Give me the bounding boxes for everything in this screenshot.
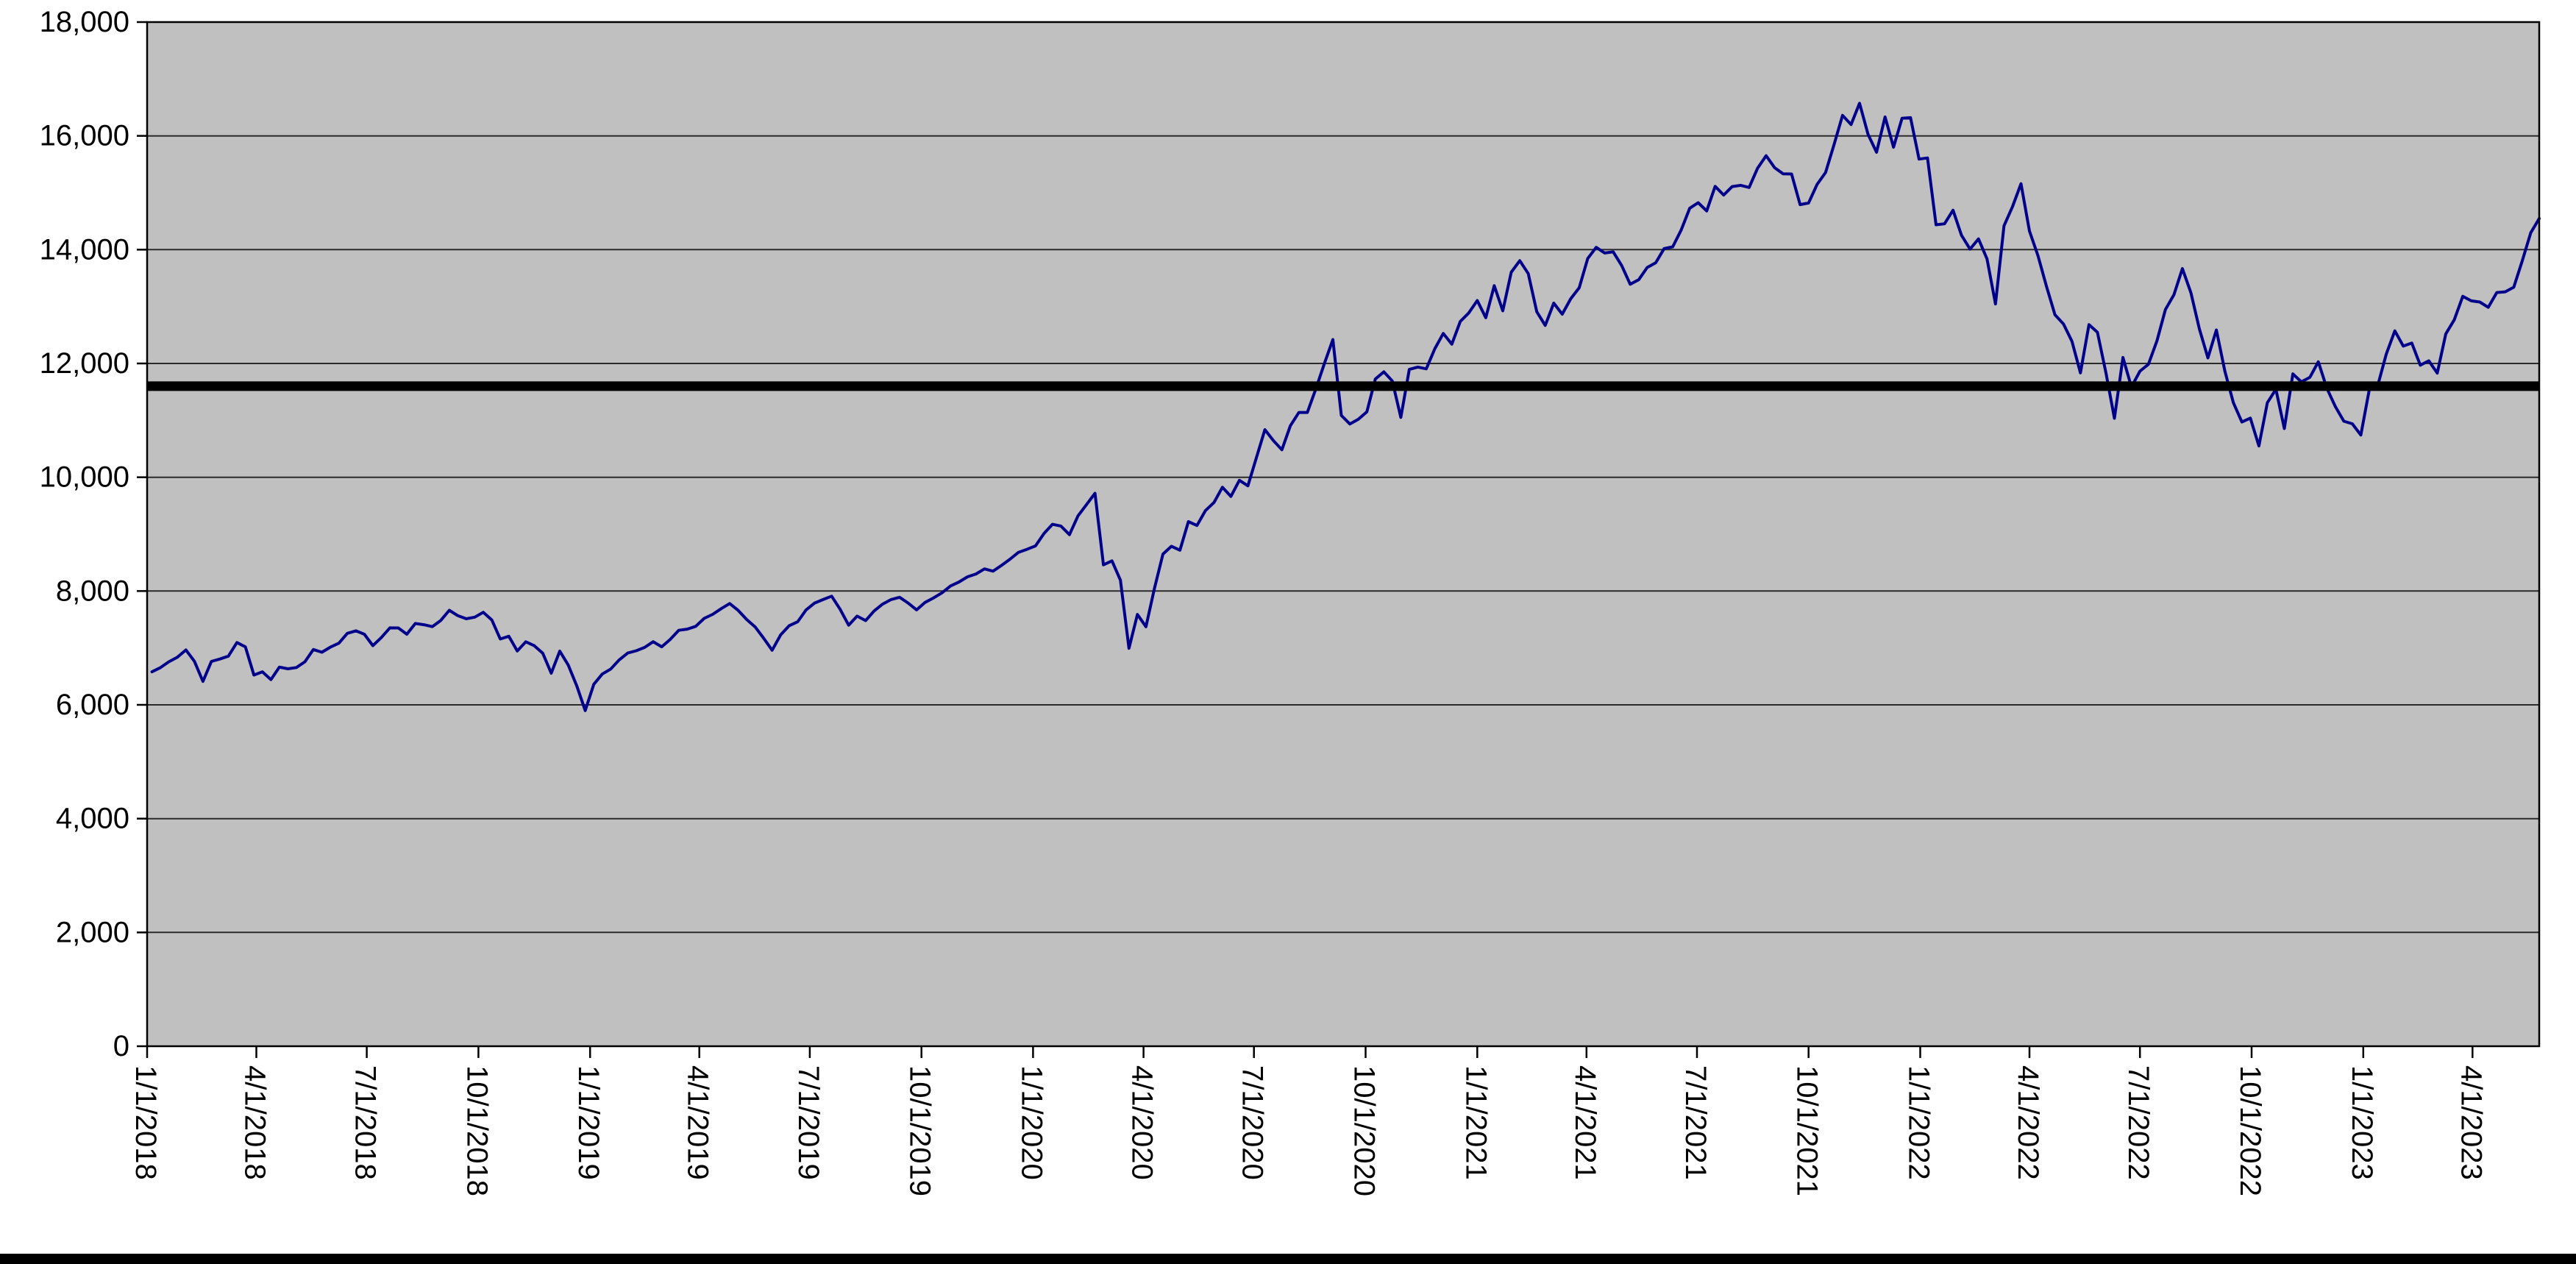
x-axis-label: 10/1/2019 [904, 1065, 936, 1196]
x-axis-label: 7/1/2020 [1237, 1065, 1269, 1180]
plot-area [147, 22, 2539, 1046]
x-axis-label: 1/1/2023 [2346, 1065, 2378, 1180]
x-axis-label: 4/1/2021 [1569, 1065, 1601, 1180]
price-line-series [150, 102, 2541, 712]
x-axis-label: 4/1/2022 [2012, 1065, 2044, 1180]
x-axis-label: 4/1/2019 [682, 1065, 714, 1180]
x-axis-label: 10/1/2018 [460, 1065, 493, 1196]
x-axis-label: 1/1/2022 [1903, 1065, 1935, 1180]
y-axis-label: 6,000 [56, 689, 129, 721]
x-axis-label: 7/1/2019 [792, 1065, 825, 1180]
x-axis-label: 7/1/2018 [349, 1065, 382, 1180]
x-axis-label: 10/1/2020 [1348, 1065, 1381, 1196]
y-axis-label: 14,000 [40, 233, 129, 266]
x-axis-label: 10/1/2022 [2234, 1065, 2266, 1196]
y-axis-label: 18,000 [40, 6, 129, 38]
y-axis-label: 16,000 [40, 120, 129, 152]
x-axis-label: 1/1/2020 [1015, 1065, 1047, 1180]
plot-border [146, 21, 2541, 1048]
bottom-edge-bar [0, 1254, 2576, 1264]
x-axis-label: 7/1/2022 [2122, 1065, 2155, 1180]
x-axis-label: 4/1/2023 [2455, 1065, 2487, 1180]
x-axis-label: 1/1/2021 [1459, 1065, 1492, 1180]
x-axis-label: 7/1/2021 [1679, 1065, 1712, 1180]
x-axis-label: 4/1/2020 [1126, 1065, 1159, 1180]
y-axis-label: 8,000 [56, 575, 129, 607]
x-axis-label: 4/1/2018 [239, 1065, 271, 1180]
x-axis-label: 1/1/2019 [572, 1065, 605, 1180]
x-axis-label: 10/1/2021 [1791, 1065, 1824, 1196]
y-axis-label: 12,000 [40, 347, 129, 380]
x-axis-label: 1/1/2018 [129, 1065, 162, 1180]
y-axis-label: 4,000 [56, 803, 129, 835]
y-axis-label: 2,000 [56, 916, 129, 948]
y-axis-label: 0 [113, 1030, 129, 1062]
y-axis-label: 10,000 [40, 461, 129, 494]
